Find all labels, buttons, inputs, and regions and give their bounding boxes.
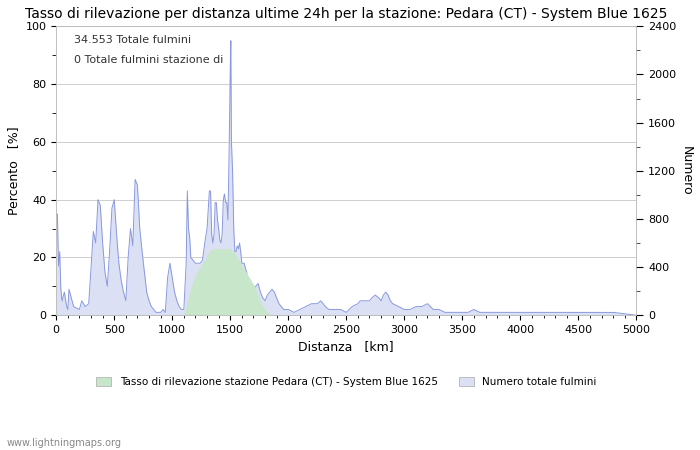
Title: Tasso di rilevazione per distanza ultime 24h per la stazione: Pedara (CT) - Syst: Tasso di rilevazione per distanza ultime… bbox=[25, 7, 668, 21]
Text: 34.553 Totale fulmini: 34.553 Totale fulmini bbox=[74, 35, 191, 45]
Text: www.lightningmaps.org: www.lightningmaps.org bbox=[7, 438, 122, 448]
X-axis label: Distanza   [km]: Distanza [km] bbox=[298, 341, 394, 354]
Y-axis label: Numero: Numero bbox=[680, 146, 693, 196]
Text: 0 Totale fulmini stazione di: 0 Totale fulmini stazione di bbox=[74, 55, 223, 65]
Legend: Tasso di rilevazione stazione Pedara (CT) - System Blue 1625, Numero totale fulm: Tasso di rilevazione stazione Pedara (CT… bbox=[92, 373, 601, 391]
Y-axis label: Percento   [%]: Percento [%] bbox=[7, 126, 20, 215]
